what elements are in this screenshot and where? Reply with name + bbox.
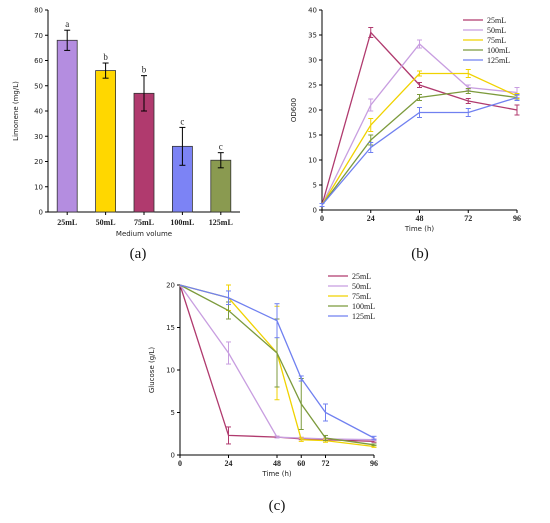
panel-b-y-tick-label: 5 — [313, 182, 317, 190]
panel-c-x-tick-label: 48 — [273, 459, 281, 468]
panel-a-significance-25mL: a — [65, 19, 69, 29]
panel-b-y-axis-label: OD600 — [290, 98, 298, 122]
panel-a-x-tick-label: 125mL — [209, 218, 233, 227]
panel-c-x-tick-label: 0 — [178, 459, 182, 468]
panel-c-x-tick-label: 60 — [297, 459, 305, 468]
panel-b-legend-entry-100mL: 100mL — [487, 46, 510, 55]
panel-a-significance-100mL: c — [180, 116, 184, 126]
panel-b-legend-entry-25mL: 25mL — [487, 16, 506, 25]
panel-a-y-tick-label: 0 — [39, 209, 43, 217]
panel-c-legend-entry-25mL: 25mL — [352, 272, 371, 281]
panel-a-x-axis-label: Medium volume — [116, 230, 172, 238]
panel-b-y-tick-label: 25 — [308, 82, 317, 90]
panel-b-x-tick-label: 48 — [416, 214, 424, 223]
panel-c-legend-entry-125mL: 125mL — [352, 312, 375, 321]
panel-b-x-tick-label: 72 — [464, 214, 472, 223]
panel-b-y-tick-label: 20 — [308, 107, 317, 115]
panel-b-legend-entry-50mL: 50mL — [487, 26, 506, 35]
panel-c-y-axis-label: Glucose (g/L) — [148, 347, 156, 394]
panel-a-significance-50mL: b — [103, 52, 108, 62]
panel-b-x-axis-label: Time (h) — [404, 225, 435, 233]
panel-c-legend-entry-100mL: 100mL — [352, 302, 375, 311]
panel-a-label: (a) — [130, 246, 147, 262]
panel-c-y-tick-label: 20 — [166, 282, 175, 290]
panel-c-x-tick-label: 24 — [225, 459, 233, 468]
panel-b-x-tick-label: 96 — [513, 214, 521, 223]
panel-c-y-tick-label: 0 — [171, 452, 175, 460]
panel-c-y-tick-label: 15 — [166, 324, 175, 332]
panel-c-x-tick-label: 72 — [322, 459, 330, 468]
panel-a-y-tick-label: 20 — [34, 158, 43, 166]
panel-a-y-tick-label: 30 — [34, 133, 43, 141]
panel-b-legend-entry-125mL: 125mL — [487, 56, 510, 65]
panel-a-bar-50mL — [95, 70, 116, 213]
panel-a-bar-25mL — [56, 39, 78, 213]
panel-c-x-tick-label: 96 — [370, 459, 378, 468]
panel-a-x-tick-label: 50mL — [96, 218, 116, 227]
panel-c-label: (c) — [269, 498, 286, 514]
panel-a-y-axis-label: Limonene (mg/L) — [12, 81, 20, 141]
panel-c-series-line-125mL — [179, 284, 375, 439]
panel-b-x-tick-label: 24 — [367, 214, 375, 223]
panel-a-x-tick-label: 25mL — [57, 218, 77, 227]
panel-c-y-tick-label: 10 — [166, 367, 175, 375]
panel-a-y-tick-label: 10 — [34, 183, 43, 191]
panel-b-y-tick-label: 35 — [308, 32, 317, 40]
panel-b-series-line-50mL — [321, 43, 518, 206]
panel-a-y-tick-label: 70 — [34, 32, 43, 40]
panel-a-significance-75mL: b — [142, 65, 147, 75]
panel-b-y-tick-label: 40 — [308, 7, 317, 15]
panel-b-y-tick-label: 15 — [308, 132, 317, 140]
panel-b-legend-entry-75mL: 75mL — [487, 36, 506, 45]
panel-a-y-tick-label: 40 — [34, 108, 43, 116]
panel-a-significance-125mL: c — [219, 142, 223, 152]
panel-a-y-tick-label: 60 — [34, 57, 43, 65]
panel-a-y-tick-label: 50 — [34, 82, 43, 90]
panel-b-y-tick-label: 30 — [308, 57, 317, 65]
panel-c-y-tick-label: 5 — [171, 409, 175, 417]
panel-a-y-tick-label: 80 — [34, 7, 43, 15]
panel-b-y-tick-label: 0 — [313, 207, 317, 215]
panel-b-label: (b) — [411, 246, 429, 262]
panel-b-y-tick-label: 10 — [308, 157, 317, 165]
panel-c-series-line-100mL — [179, 284, 375, 446]
panel-c-x-axis-label: Time (h) — [261, 470, 292, 478]
panel-a-x-tick-label: 100mL — [170, 218, 194, 227]
panel-c-legend-entry-75mL: 75mL — [352, 292, 371, 301]
panel-c-legend-entry-50mL: 50mL — [352, 282, 371, 291]
panel-a-x-tick-label: 75mL — [134, 218, 154, 227]
panel-b-x-tick-label: 0 — [320, 214, 324, 223]
